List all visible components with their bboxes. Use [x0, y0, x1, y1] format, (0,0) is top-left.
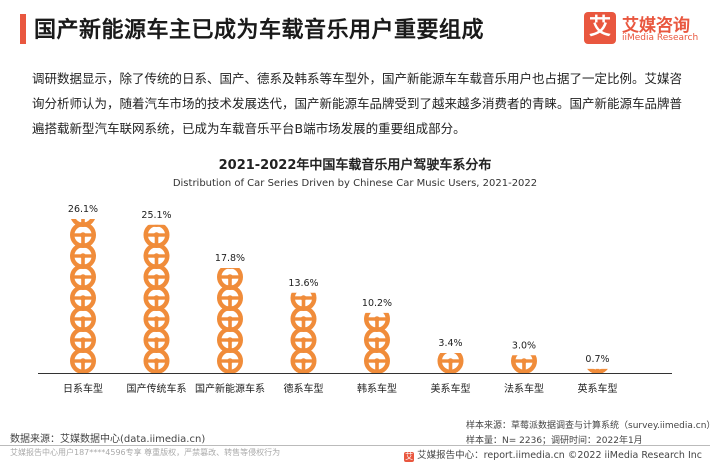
steering-wheel-icon [364, 326, 391, 353]
data-source-note: 数据来源：艾媒数据中心(data.iimedia.cn) [10, 434, 206, 445]
bar [587, 329, 609, 374]
data-label: 10.2% [362, 298, 392, 309]
logo-text-cn: 艾媒咨询 [622, 16, 690, 36]
page-title: 国产新能源车主已成为车载音乐用户重要组成 [34, 18, 485, 43]
steering-wheel-icon [217, 267, 243, 290]
steering-wheel-icon [143, 263, 170, 290]
logo-badge-icon: 艾 [584, 12, 616, 44]
footer-divider [0, 445, 710, 446]
category-label: 日系车型 [63, 382, 103, 395]
bar [143, 195, 170, 373]
steering-wheel-icon [364, 348, 390, 373]
steering-wheel-icon [290, 292, 317, 311]
data-label: 0.7% [585, 354, 609, 365]
steering-wheel-icon [69, 243, 96, 270]
data-label: 17.8% [215, 253, 245, 264]
bar [437, 352, 464, 373]
steering-wheel-icon [364, 312, 390, 332]
category-label: 国产传统车系 [127, 382, 187, 395]
steering-wheel-icon [69, 305, 96, 332]
description-paragraph: 调研数据显示，除了传统的日系、国产、德系及韩系等车型外，国产新能源车车载音乐用户… [32, 71, 683, 136]
steering-wheel-icon [143, 348, 170, 373]
steering-wheel-icon [216, 305, 243, 332]
category-label: 美系车型 [431, 382, 471, 395]
category-label: 国产新能源车系 [195, 382, 265, 395]
steering-wheel-icon [216, 284, 243, 311]
category-label: 英系车型 [578, 382, 618, 395]
bar [511, 355, 537, 373]
header: 国产新能源车主已成为车载音乐用户重要组成 艾 艾媒咨询 iiMedia Rese… [0, 0, 710, 62]
footer-report-link: 艾媒报告中心：report.iimedia.cn ©2022 iiMedia R… [417, 450, 702, 461]
logo-text-en: iiMedia Research [622, 33, 699, 43]
title-accent-bar [20, 14, 26, 44]
steering-wheel-icon [143, 243, 170, 270]
steering-wheel-icon [143, 284, 170, 311]
steering-wheel-icon [587, 368, 608, 374]
sample-size-note: 样本量：N= 2236；调研时间：2022年1月 [466, 436, 643, 446]
bar [290, 292, 317, 373]
steering-wheel-icon [290, 348, 317, 373]
footer-logo-icon: 艾 [404, 452, 415, 462]
steering-wheel-icon [511, 355, 537, 373]
steering-wheel-icon [216, 326, 243, 353]
steering-wheel-icon [146, 195, 168, 204]
bar [364, 312, 391, 373]
category-label: 法系车型 [504, 382, 544, 395]
steering-wheel-icon [72, 195, 94, 204]
steering-wheel-icon [69, 222, 96, 249]
steering-wheel-icon [143, 305, 170, 332]
steering-wheel-icon [149, 224, 164, 227]
data-label: 13.6% [288, 278, 318, 289]
copyright-watermark: 艾媒报告中心用户187****4596专享 尊重版权，严禁篡改、转售等侵权行为 [10, 448, 281, 457]
steering-wheel-icon [437, 352, 464, 373]
steering-wheel-icon [587, 329, 609, 351]
bar [216, 224, 243, 373]
car-series-chart: 26.1% 日系车型 25.1% 国产传统车系 17.8% 国产新能源车系 13.6% 德系车… [38, 195, 672, 395]
bar [69, 195, 96, 373]
steering-wheel-icon [143, 224, 170, 248]
footer-text: 艾艾媒报告中心：report.iimedia.cn ©2022 iiMedia … [404, 447, 702, 462]
data-label: 25.1% [141, 210, 171, 221]
data-label: 3.4% [438, 338, 462, 349]
steering-wheel-icon [290, 305, 317, 332]
data-label: 3.0% [512, 340, 536, 351]
steering-wheel-icon [71, 219, 95, 227]
steering-wheel-icon [69, 326, 96, 353]
iimedia-logo: 艾 艾媒咨询 iiMedia Research [584, 12, 704, 52]
steering-wheel-icon [143, 326, 170, 353]
data-label: 26.1% [68, 204, 98, 215]
steering-wheel-icon [69, 263, 96, 290]
chart-subtitle: Distribution of Car Series Driven by Chi… [172, 178, 538, 189]
sample-source-note: 样本来源：草莓派数据调查与计算系统（survey.iimedia.cn） [466, 421, 710, 431]
steering-wheel-icon [217, 348, 243, 373]
category-label: 德系车型 [284, 382, 324, 395]
category-label: 韩系车型 [357, 382, 397, 395]
steering-wheel-icon [219, 224, 241, 246]
steering-wheel-icon [69, 284, 96, 311]
steering-wheel-icon [70, 348, 96, 373]
chart-title: 2021-2022年中国车载音乐用户驾驶车系分布 [218, 158, 492, 173]
steering-wheel-icon [290, 326, 317, 353]
